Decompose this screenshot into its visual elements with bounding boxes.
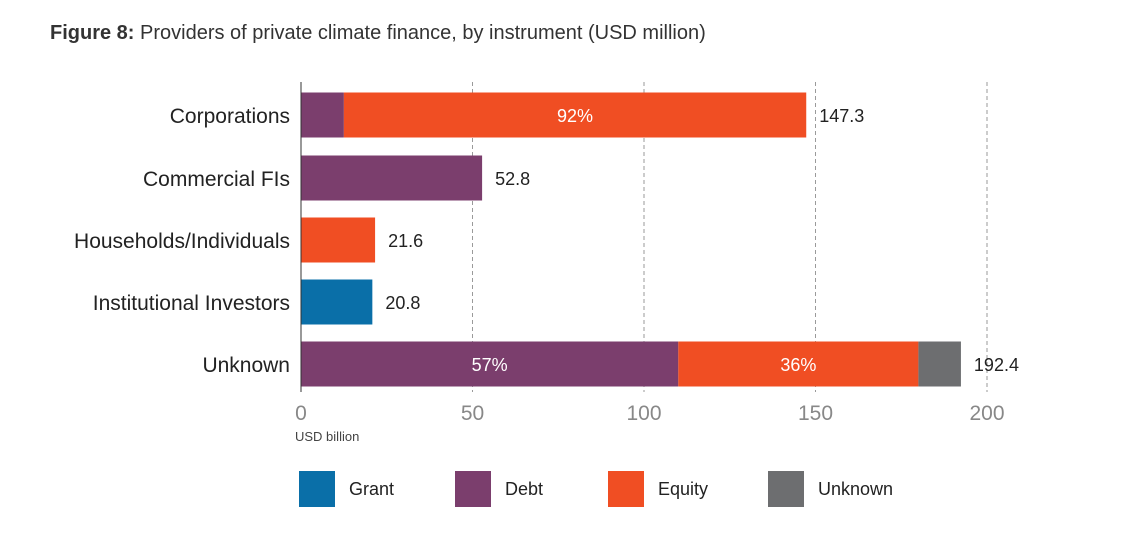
category-label-corporations: Corporations [170,105,290,128]
bar-institutional-investors-grant [301,279,373,325]
category-label-institutional-investors: Institutional Investors [93,292,290,315]
tick-label-200: 200 [969,402,1004,425]
category-label-households-individuals: Households/Individuals [74,230,290,253]
segment-label-corporations-equity: 92% [557,106,593,126]
bar-corporations-equity [343,92,807,138]
tick-label-50: 50 [461,402,484,425]
total-label-institutional-investors: 20.8 [385,293,420,313]
tick-label-100: 100 [626,402,661,425]
legend-label-debt: Debt [505,478,544,499]
legend-swatch-equity [608,471,644,507]
tick-label-0: 0 [295,402,307,425]
figure-number: Figure 8: [50,22,135,44]
bar-unknown-unknown [918,341,961,387]
legend-swatch-debt [455,471,491,507]
legend-label-equity: Equity [658,478,709,499]
segment-label-unknown-equity: 36% [780,355,816,375]
bar-corporations-debt [301,92,344,138]
legend-label-grant: Grant [349,478,395,499]
bar-unknown-equity [678,341,919,387]
x-axis-title: USD billion [295,429,359,444]
tick-label-150: 150 [798,402,833,425]
legend-item-debt: Debt [455,471,543,507]
legend-swatch-grant [299,471,335,507]
chart-title: Figure 8: Providers of private climate f… [50,22,706,45]
figure-caption: Providers of private climate finance, by… [140,22,706,44]
bar-unknown-debt [301,341,679,387]
total-label-households-individuals: 21.6 [388,231,423,251]
segment-label-unknown-debt: 57% [472,355,508,375]
total-label-unknown: 192.4 [974,355,1019,375]
legend-item-grant: Grant [299,471,394,507]
total-label-corporations: 147.3 [819,106,864,126]
category-label-commercial-fis: Commercial FIs [143,168,290,191]
legend: Grant Debt Equity Unknown [0,471,1125,511]
category-label-unknown: Unknown [202,354,290,377]
legend-label-unknown: Unknown [818,478,894,499]
legend-item-unknown: Unknown [768,471,893,507]
legend-swatch-unknown [768,471,804,507]
legend-item-equity: Equity [608,471,708,507]
total-label-commercial-fis: 52.8 [495,169,530,189]
bar-commercial-fis-debt [301,155,483,201]
bar-households-individuals-equity [301,217,376,263]
